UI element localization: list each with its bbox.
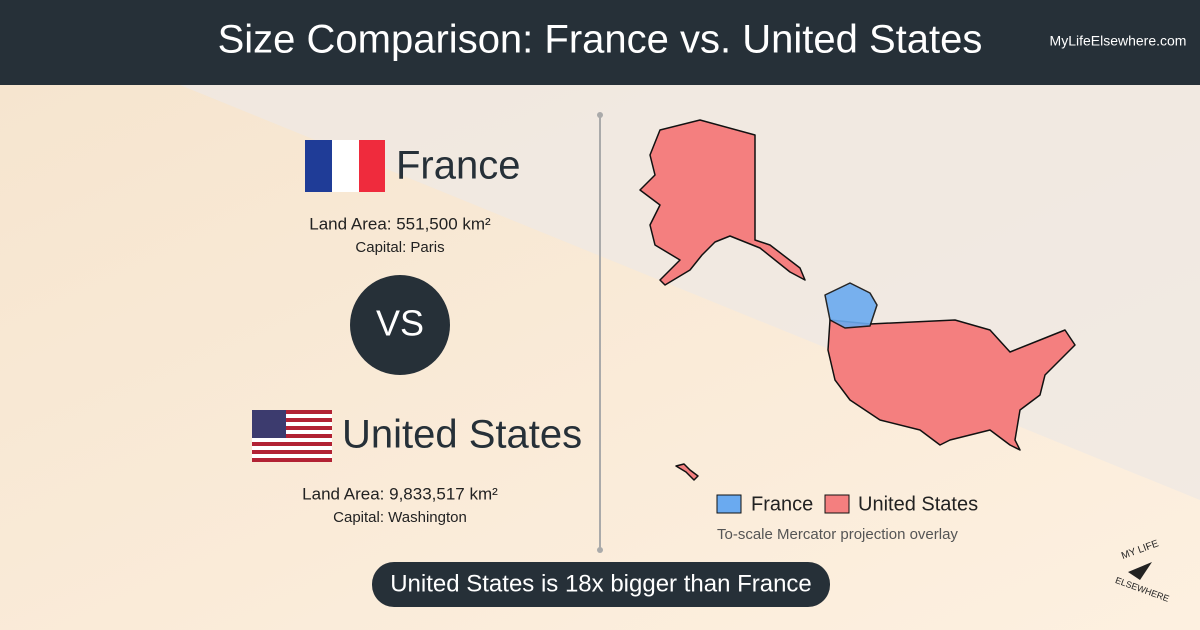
legend-swatch [716, 494, 742, 514]
note: To-scale Mercator projection overlay [717, 526, 958, 543]
banner [372, 562, 830, 607]
legend-label: United States [858, 493, 978, 515]
site-name: MyLifeElsewhere.com [1050, 33, 1187, 49]
us-flag [252, 410, 332, 462]
alaska [639, 119, 806, 286]
land-area: Land Area: 9,833,517 km² [302, 484, 498, 503]
map [639, 119, 1076, 481]
france-flag [305, 140, 385, 192]
vs-text: VS [376, 303, 424, 344]
vs-badge [350, 275, 450, 375]
legend-swatch [824, 494, 850, 514]
divider-end [597, 112, 603, 118]
banner-text: United States is 18x bigger than France [390, 570, 812, 597]
legend-label: France [751, 493, 813, 515]
divider-end [597, 547, 603, 553]
hawaii [675, 463, 699, 481]
land-area: Land Area: 551,500 km² [309, 214, 491, 233]
country-name: United States [342, 413, 582, 457]
logo-plane [1128, 562, 1152, 580]
capital: Capital: Paris [355, 239, 444, 256]
capital: Capital: Washington [333, 509, 467, 526]
contiguous-us [827, 319, 1076, 451]
france [824, 282, 878, 329]
title: Size Comparison: France vs. United State… [218, 18, 983, 62]
country-name: France [396, 144, 521, 188]
header [0, 0, 1200, 85]
